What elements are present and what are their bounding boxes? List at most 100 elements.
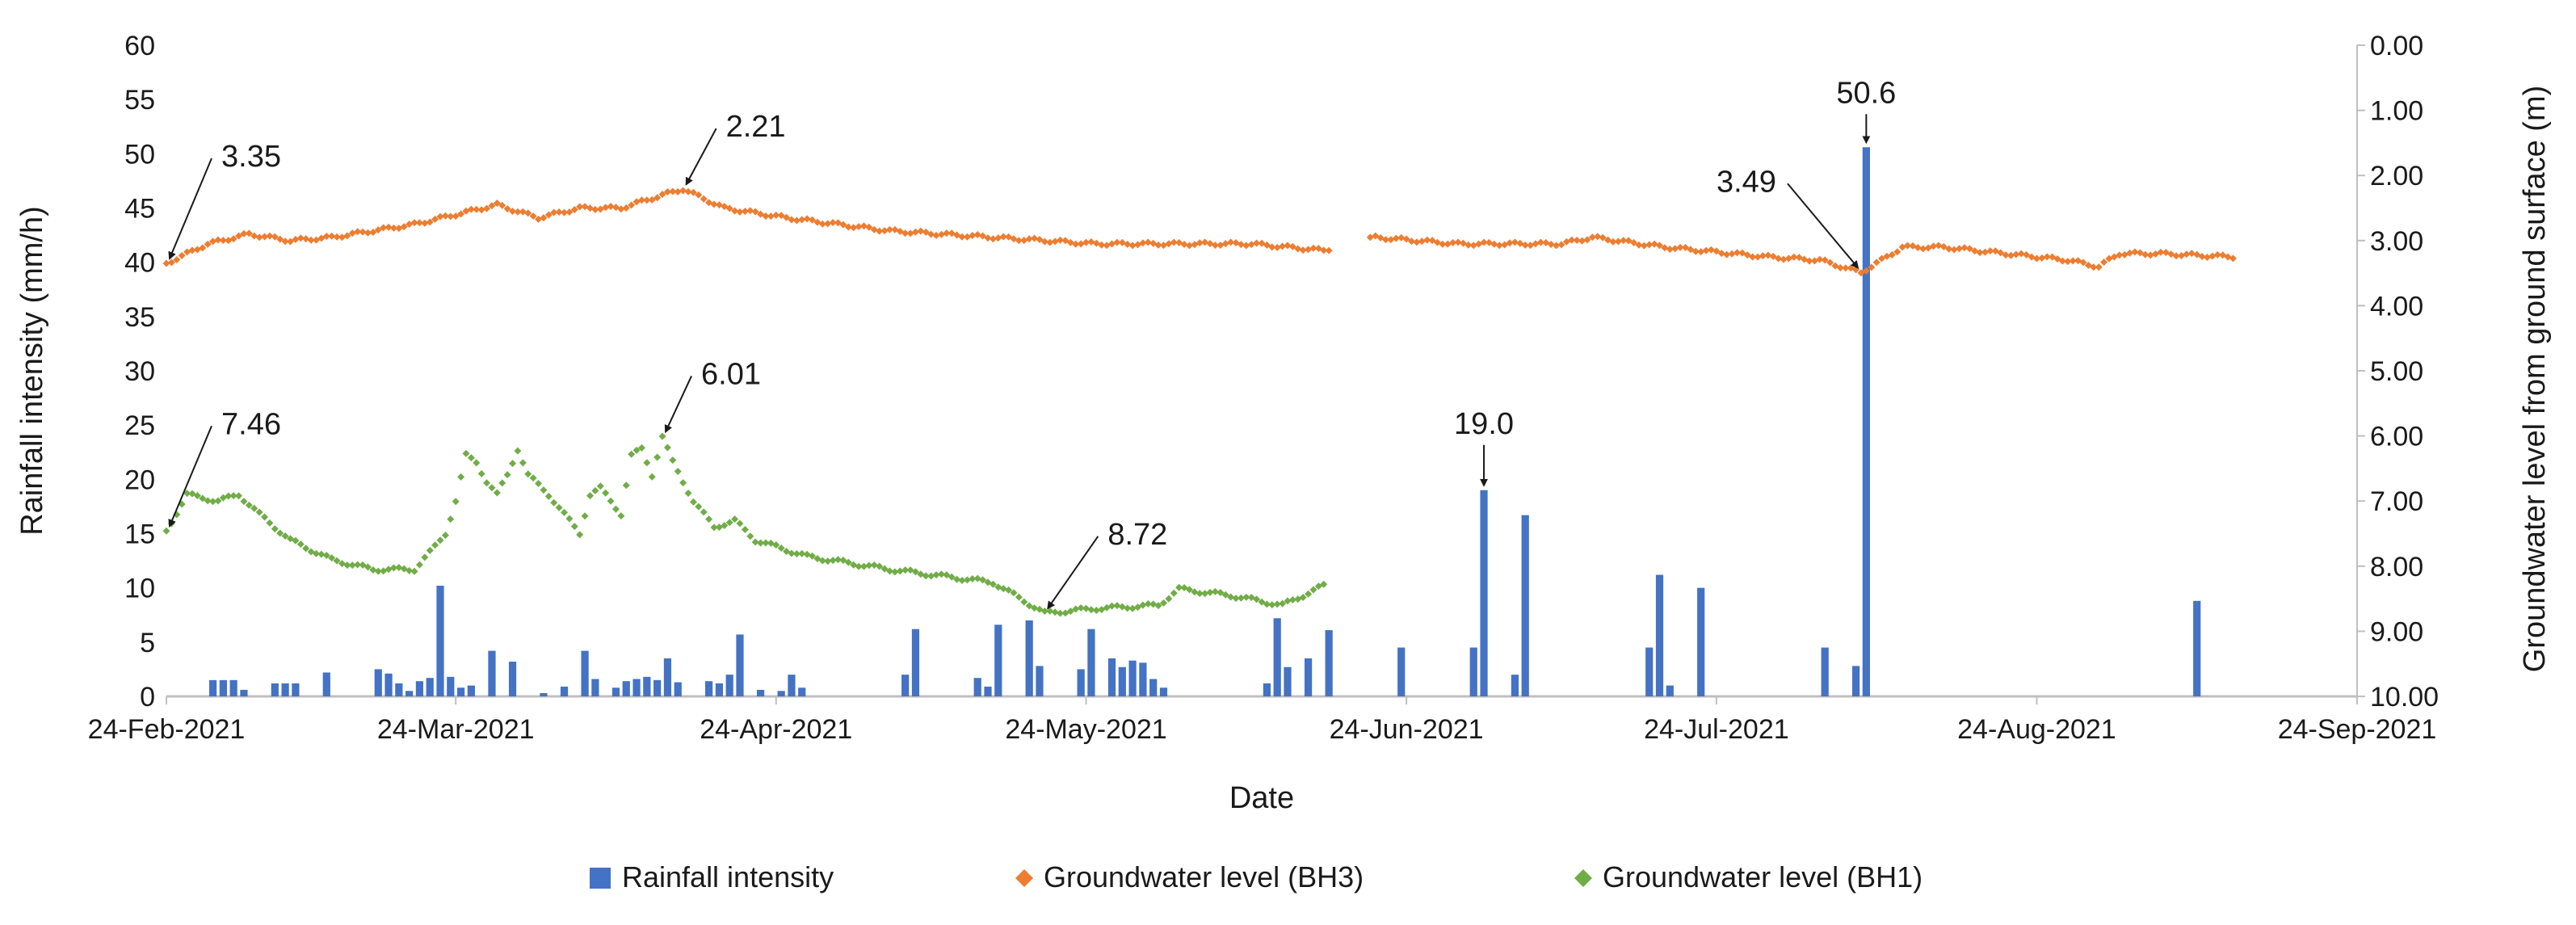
bh3-point [447, 212, 455, 221]
bh1-point [1196, 590, 1204, 598]
bh3-point [483, 204, 491, 212]
bh1-point [885, 567, 893, 575]
rainfall-bar [756, 689, 765, 696]
rainfall-bar [653, 679, 662, 696]
bh3-point [1810, 257, 1818, 265]
bh1-point [994, 583, 1002, 591]
bh1-point [281, 532, 289, 540]
bh3-point [1986, 247, 1994, 255]
bh1-point [772, 541, 780, 549]
bh3-point [607, 202, 615, 210]
bh3-point [322, 232, 330, 240]
bh3-point [421, 219, 429, 227]
bh3-point [829, 219, 837, 227]
bh3-point [1661, 244, 1669, 252]
bh3-point [1521, 241, 1529, 249]
right-y-tick-label: 6.00 [2370, 422, 2423, 452]
bh3-point [544, 211, 553, 219]
bh3-point [1305, 246, 1313, 254]
bh1-point [731, 515, 739, 523]
bh1-point [333, 557, 341, 565]
bh1-point [1015, 593, 1023, 601]
bh1-point [457, 473, 465, 481]
bh3-point [2023, 250, 2031, 259]
bh1-point [493, 489, 501, 497]
bh1-point [441, 532, 449, 540]
rainfall-bar [415, 681, 424, 696]
annotation-label: 8.72 [1107, 518, 1167, 552]
bh1-point [1217, 588, 1225, 596]
bh3-point [1170, 238, 1178, 246]
bh3-point [1717, 250, 1725, 258]
annotations: 3.35 2.21 3.49 7.46 6.01 8.72 19.0 50.6 [168, 76, 1896, 610]
bh1-point [1320, 580, 1328, 588]
bh3-point [643, 196, 651, 204]
bh3-point [493, 200, 501, 208]
bh3-point [710, 200, 718, 208]
rainfall-bar [219, 679, 227, 696]
bh1-point [431, 541, 439, 549]
bh1-point [1040, 608, 1048, 616]
bh1-point [535, 479, 543, 487]
bh3-series [162, 187, 2237, 277]
bh1-point [225, 492, 233, 500]
bh3-point [1299, 246, 1307, 254]
bh3-point [2058, 257, 2066, 265]
bh3-point [2002, 251, 2010, 259]
bh3-point [2095, 263, 2103, 271]
annotation-arrow [168, 425, 212, 528]
rainfall-bar [736, 634, 744, 696]
bh3-point [354, 228, 362, 236]
rainfall-bar [1851, 666, 1860, 696]
bh3-point [477, 206, 485, 214]
bh3-point [803, 215, 811, 223]
bh3-point [1139, 239, 1147, 247]
bh3-point [2213, 250, 2221, 259]
bh1-point [406, 566, 414, 574]
bh3-point [2032, 254, 2040, 263]
bh1-point [1144, 599, 1152, 608]
bh3-point [885, 225, 893, 233]
bh3-point [792, 217, 801, 225]
bh1-point [276, 529, 284, 537]
bh3-point [488, 202, 496, 210]
bh3-point [1201, 238, 1209, 246]
bh1-point [736, 519, 744, 528]
bh1-point [312, 549, 320, 557]
bh3-point [1697, 248, 1705, 256]
bh1-point [467, 454, 475, 462]
rainfall-bar [725, 675, 733, 696]
bh3-point [359, 228, 367, 236]
left-y-tick-label: 25 [124, 410, 155, 441]
bh1-point [663, 444, 671, 452]
left-y-ticks: 0 5 10 15 20 25 30 35 40 45 50 55 60 [124, 31, 155, 713]
rainfall-bar [240, 689, 248, 696]
bh1-point [1232, 595, 1240, 603]
legend-bh1-swatch [1574, 869, 1592, 887]
bh3-point [400, 223, 408, 231]
left-y-tick-label: 10 [124, 574, 155, 604]
bh1-point [1253, 595, 1261, 603]
bh1-point [348, 561, 356, 570]
bh3-point [731, 207, 739, 215]
right-y-tick-label: 9.00 [2370, 616, 2423, 647]
bh3-point [245, 229, 253, 238]
left-y-tick-label: 55 [124, 85, 155, 116]
bh3-point [1495, 242, 1503, 250]
bh1-point [674, 467, 682, 475]
bh1-point [1005, 586, 1013, 594]
bh1-point [488, 484, 496, 492]
bh3-point [741, 208, 749, 216]
bh3-point [1490, 240, 1498, 248]
rainfall-bar [632, 679, 641, 696]
bh3-point [1320, 246, 1328, 254]
rainfall-bar [271, 683, 279, 696]
bh1-point [1211, 587, 1219, 595]
bh1-point [880, 565, 889, 573]
x-ticks: 24-Feb-2021 24-Mar-2021 24-Apr-2021 24-May-… [88, 696, 2436, 745]
bh3-point [1573, 236, 1581, 244]
bh3-point [669, 187, 677, 196]
bh3-point [2038, 254, 2046, 262]
bh3-point [2064, 258, 2072, 266]
bh1-point [498, 479, 506, 487]
